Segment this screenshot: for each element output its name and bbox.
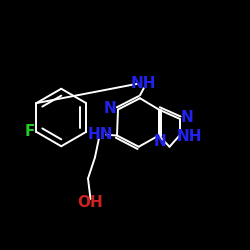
Text: HN: HN [87, 127, 113, 142]
Text: OH: OH [78, 195, 104, 210]
Text: F: F [24, 124, 34, 139]
Text: N: N [154, 134, 166, 148]
Text: NH: NH [176, 129, 202, 144]
Text: N: N [180, 110, 194, 125]
Text: N: N [104, 101, 117, 116]
Text: NH: NH [131, 76, 156, 91]
